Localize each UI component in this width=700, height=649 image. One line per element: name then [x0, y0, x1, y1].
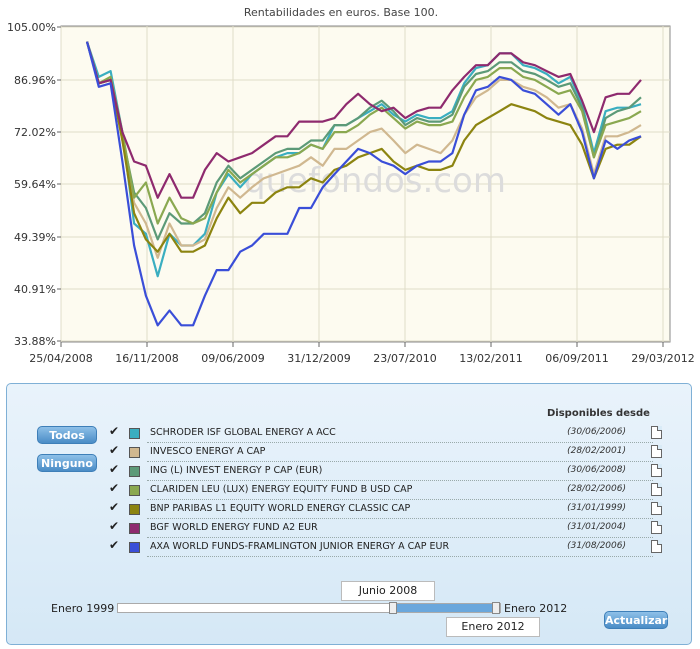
- document-icon[interactable]: [651, 502, 662, 515]
- row-divider: [147, 480, 653, 481]
- fund-row: ✔ ING (L) INVEST ENERGY P CAP (EUR) (30/…: [107, 462, 667, 481]
- series-line: [85, 41, 642, 327]
- document-icon[interactable]: [651, 540, 662, 553]
- fund-row: ✔ BGF WORLD ENERGY FUND A2 EUR (31/01/20…: [107, 519, 667, 538]
- y-tick-label: 59.64%: [14, 178, 56, 191]
- fund-row: ✔ SCHRODER ISF GLOBAL ENERGY A ACC (30/0…: [107, 424, 667, 443]
- select-none-button[interactable]: Ninguno: [37, 454, 97, 472]
- watermark: quefondos.com: [244, 161, 506, 201]
- selected-range-fill: [393, 604, 497, 612]
- y-tick-label: 33.88%: [14, 335, 56, 348]
- fund-available-date: (30/06/2008): [567, 465, 626, 475]
- fund-color-swatch: [129, 485, 140, 496]
- fund-checkbox[interactable]: ✔: [109, 500, 120, 514]
- series-line: [85, 41, 642, 241]
- row-divider: [147, 537, 653, 538]
- document-icon[interactable]: [651, 426, 662, 439]
- x-tick-label: 31/12/2009: [287, 352, 350, 365]
- fund-available-date: (28/02/2006): [567, 484, 626, 494]
- fund-checkbox[interactable]: ✔: [109, 481, 120, 495]
- document-icon[interactable]: [651, 521, 662, 534]
- fund-available-date: (31/01/1999): [567, 503, 626, 513]
- fund-row: ✔ INVESCO ENERGY A CAP (28/02/2001): [107, 443, 667, 462]
- fund-row: ✔ BNP PARIBAS L1 EQUITY WORLD ENERGY CLA…: [107, 500, 667, 519]
- fund-available-date: (30/06/2006): [567, 427, 626, 437]
- y-tick-label: 86.96%: [14, 74, 56, 87]
- row-divider: [147, 499, 653, 500]
- fund-available-date: (28/02/2001): [567, 446, 626, 456]
- x-tick-label: 13/02/2011: [459, 352, 522, 365]
- range-to-handle[interactable]: [492, 602, 501, 614]
- x-tick-label: 25/04/2008: [29, 352, 92, 365]
- fund-checkbox[interactable]: ✔: [109, 443, 120, 457]
- range-start-label: Enero 1999: [51, 602, 115, 615]
- fund-available-date: (31/08/2006): [567, 541, 626, 551]
- x-tick-label: 16/11/2008: [115, 352, 178, 365]
- fund-name: AXA WORLD FUNDS-FRAMLINGTON JUNIOR ENERG…: [150, 541, 450, 552]
- controls-panel: Todos Ninguno Disponibles desde ✔ SCHROD…: [6, 383, 692, 645]
- performance-chart: Rentabilidades en euros. Base 100. quefo…: [7, 6, 695, 365]
- document-icon[interactable]: [651, 464, 662, 477]
- fund-name: INVESCO ENERGY A CAP: [150, 446, 266, 457]
- date-range-slider[interactable]: [117, 602, 501, 614]
- select-all-button[interactable]: Todos: [37, 426, 97, 444]
- series-line: [85, 41, 642, 253]
- fund-color-swatch: [129, 504, 140, 515]
- y-tick-label: 105.00%: [7, 21, 56, 34]
- fund-checkbox[interactable]: ✔: [109, 424, 120, 438]
- available-since-header: Disponibles desde: [547, 408, 650, 419]
- row-divider: [147, 461, 653, 462]
- series-line: [85, 41, 642, 259]
- fund-color-swatch: [129, 466, 140, 477]
- y-tick-label: 72.02%: [14, 126, 56, 139]
- fund-name: SCHRODER ISF GLOBAL ENERGY A ACC: [150, 427, 336, 438]
- fund-color-swatch: [129, 428, 140, 439]
- fund-name: BNP PARIBAS L1 EQUITY WORLD ENERGY CLASS…: [150, 503, 411, 514]
- chart-title: Rentabilidades en euros. Base 100.: [244, 6, 438, 19]
- y-tick-label: 49.39%: [14, 231, 56, 244]
- row-divider: [147, 518, 653, 519]
- fund-row: ✔ AXA WORLD FUNDS-FRAMLINGTON JUNIOR ENE…: [107, 538, 667, 557]
- range-to-value[interactable]: Enero 2012: [446, 617, 540, 637]
- fund-row: ✔ CLARIDEN LEU (LUX) ENERGY EQUITY FUND …: [107, 481, 667, 500]
- series-line: [85, 41, 642, 225]
- fund-checkbox[interactable]: ✔: [109, 538, 120, 552]
- x-tick-label: 23/07/2010: [373, 352, 436, 365]
- document-icon[interactable]: [651, 445, 662, 458]
- series-line: [85, 41, 642, 199]
- range-from-handle[interactable]: [389, 602, 398, 614]
- update-button[interactable]: Actualizar: [604, 611, 668, 629]
- row-divider: [147, 556, 653, 557]
- fund-name: CLARIDEN LEU (LUX) ENERGY EQUITY FUND B …: [150, 484, 413, 495]
- x-tick-label: 06/09/2011: [545, 352, 608, 365]
- fund-color-swatch: [129, 542, 140, 553]
- fund-available-date: (31/01/2004): [567, 522, 626, 532]
- range-from-value[interactable]: Junio 2008: [341, 581, 435, 601]
- fund-color-swatch: [129, 447, 140, 458]
- x-tick-label: 29/03/2012: [631, 352, 694, 365]
- x-tick-label: 09/06/2009: [201, 352, 264, 365]
- range-end-label: Enero 2012: [504, 602, 568, 615]
- fund-checkbox[interactable]: ✔: [109, 462, 120, 476]
- document-icon[interactable]: [651, 483, 662, 496]
- fund-name: BGF WORLD ENERGY FUND A2 EUR: [150, 522, 318, 533]
- y-tick-label: 40.91%: [14, 283, 56, 296]
- fund-color-swatch: [129, 523, 140, 534]
- row-divider: [147, 442, 653, 443]
- fund-checkbox[interactable]: ✔: [109, 519, 120, 533]
- fund-name: ING (L) INVEST ENERGY P CAP (EUR): [150, 465, 323, 476]
